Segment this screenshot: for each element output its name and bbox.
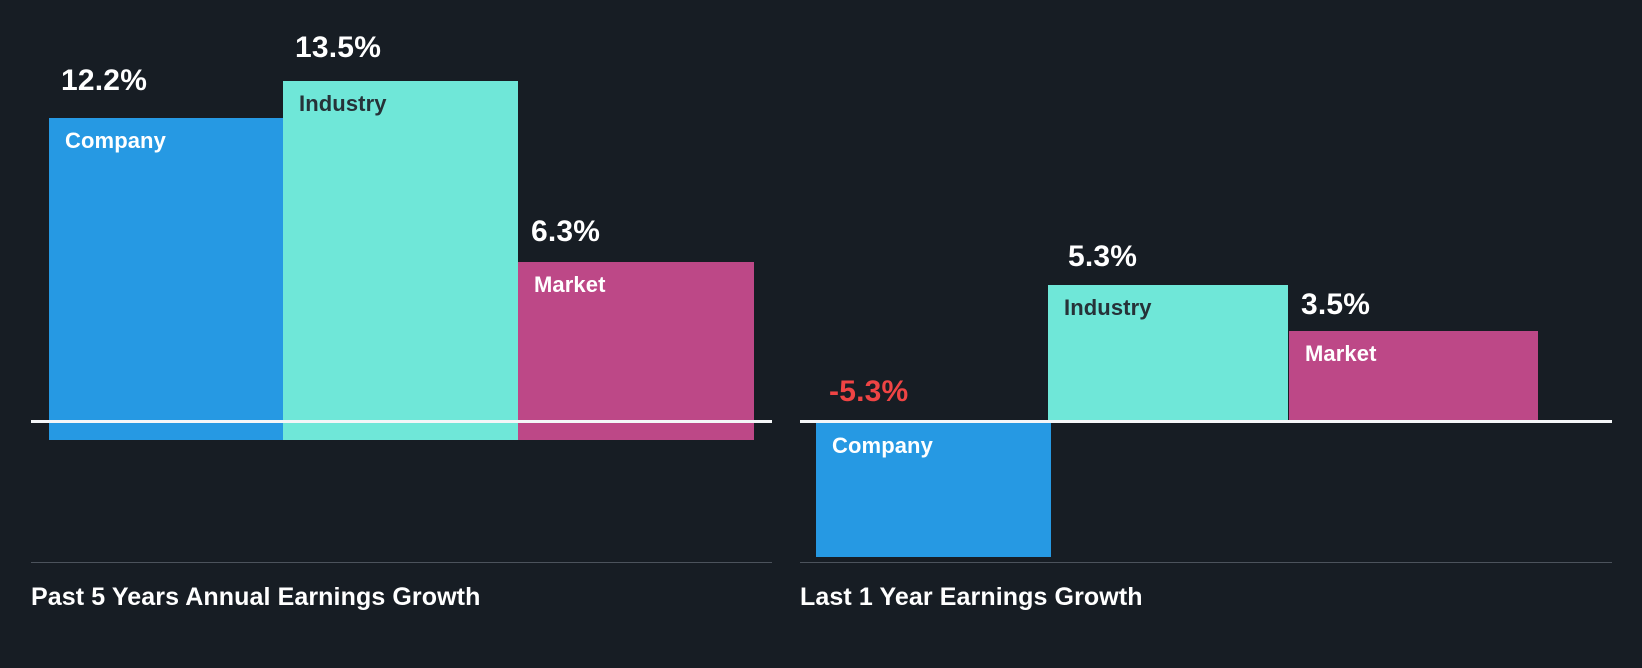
bar-label-market: Market [1305,341,1377,366]
bar-market[interactable]: Market [1289,331,1538,420]
value-label-industry: 13.5% [295,31,382,64]
panel-past-5-years: 12.2% Company 13.5% Industry 6.3% Market… [0,0,800,668]
bar-company[interactable]: Company [816,423,1051,557]
bar-industry[interactable]: Industry [1048,285,1288,420]
bar-label-company: Company [832,433,933,458]
panel-title-past-5-years: Past 5 Years Annual Earnings Growth [31,583,481,611]
value-label-market: 3.5% [1301,288,1371,321]
bar-label-industry: Industry [299,91,387,116]
bar-industry[interactable]: Industry [283,81,518,440]
bar-label-market: Market [534,272,606,297]
axis-separator-left [31,562,772,563]
bar-company[interactable]: Company [49,118,296,440]
axis-separator-right [800,562,1612,563]
value-label-company: 12.2% [61,64,148,97]
zero-baseline-left [31,420,772,423]
bar-market[interactable]: Market [518,262,754,440]
bar-label-company: Company [65,128,166,153]
bar-label-industry: Industry [1064,295,1152,320]
value-label-industry: 5.3% [1068,240,1138,273]
value-label-market: 6.3% [531,215,601,248]
plot-area-left: 12.2% Company 13.5% Industry 6.3% Market [0,0,800,568]
value-label-company: -5.3% [829,375,909,408]
panel-last-1-year: -5.3% Company 5.3% Industry 3.5% Market … [800,0,1642,668]
panel-title-last-1-year: Last 1 Year Earnings Growth [800,583,1143,611]
zero-baseline-right [800,420,1612,423]
plot-area-right: -5.3% Company 5.3% Industry 3.5% Market [800,0,1642,568]
